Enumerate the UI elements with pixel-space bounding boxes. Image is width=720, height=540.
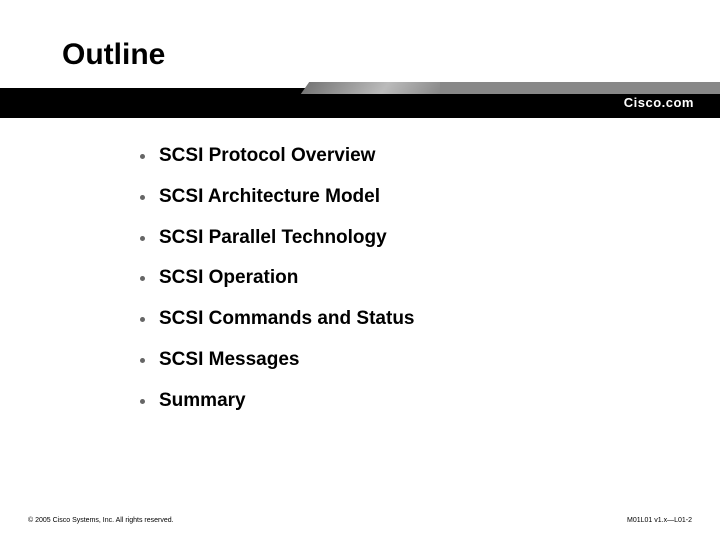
bullet-text: SCSI Architecture Model [159, 186, 380, 209]
page-title: Outline [62, 38, 165, 72]
list-item: Summary [140, 390, 640, 413]
list-item: SCSI Operation [140, 267, 640, 290]
bullet-text: SCSI Operation [159, 267, 298, 290]
bullet-icon [140, 399, 145, 404]
list-item: SCSI Protocol Overview [140, 145, 640, 168]
footer-copyright: © 2005 Cisco Systems, Inc. All rights re… [28, 517, 174, 524]
bullet-text: SCSI Commands and Status [159, 308, 415, 331]
bullet-text: Summary [159, 390, 246, 413]
footer-slide-id: M01L01 v1.x—L01-2 [627, 517, 692, 524]
bullet-icon [140, 195, 145, 200]
bullet-icon [140, 276, 145, 281]
bullet-list: SCSI Protocol Overview SCSI Architecture… [140, 145, 640, 431]
list-item: SCSI Architecture Model [140, 186, 640, 209]
list-item: SCSI Parallel Technology [140, 227, 640, 250]
bullet-icon [140, 236, 145, 241]
bullet-text: SCSI Messages [159, 349, 299, 372]
bullet-icon [140, 154, 145, 159]
bullet-text: SCSI Protocol Overview [159, 145, 375, 168]
bullet-text: SCSI Parallel Technology [159, 227, 387, 250]
brand-label: Cisco.com [624, 95, 694, 110]
list-item: SCSI Commands and Status [140, 308, 640, 331]
header-bar: Cisco.com [0, 88, 720, 118]
bullet-icon [140, 358, 145, 363]
header-wedge-right [440, 82, 720, 94]
list-item: SCSI Messages [140, 349, 640, 372]
bullet-icon [140, 317, 145, 322]
slide: Outline Cisco.com SCSI Protocol Overview… [0, 0, 720, 540]
